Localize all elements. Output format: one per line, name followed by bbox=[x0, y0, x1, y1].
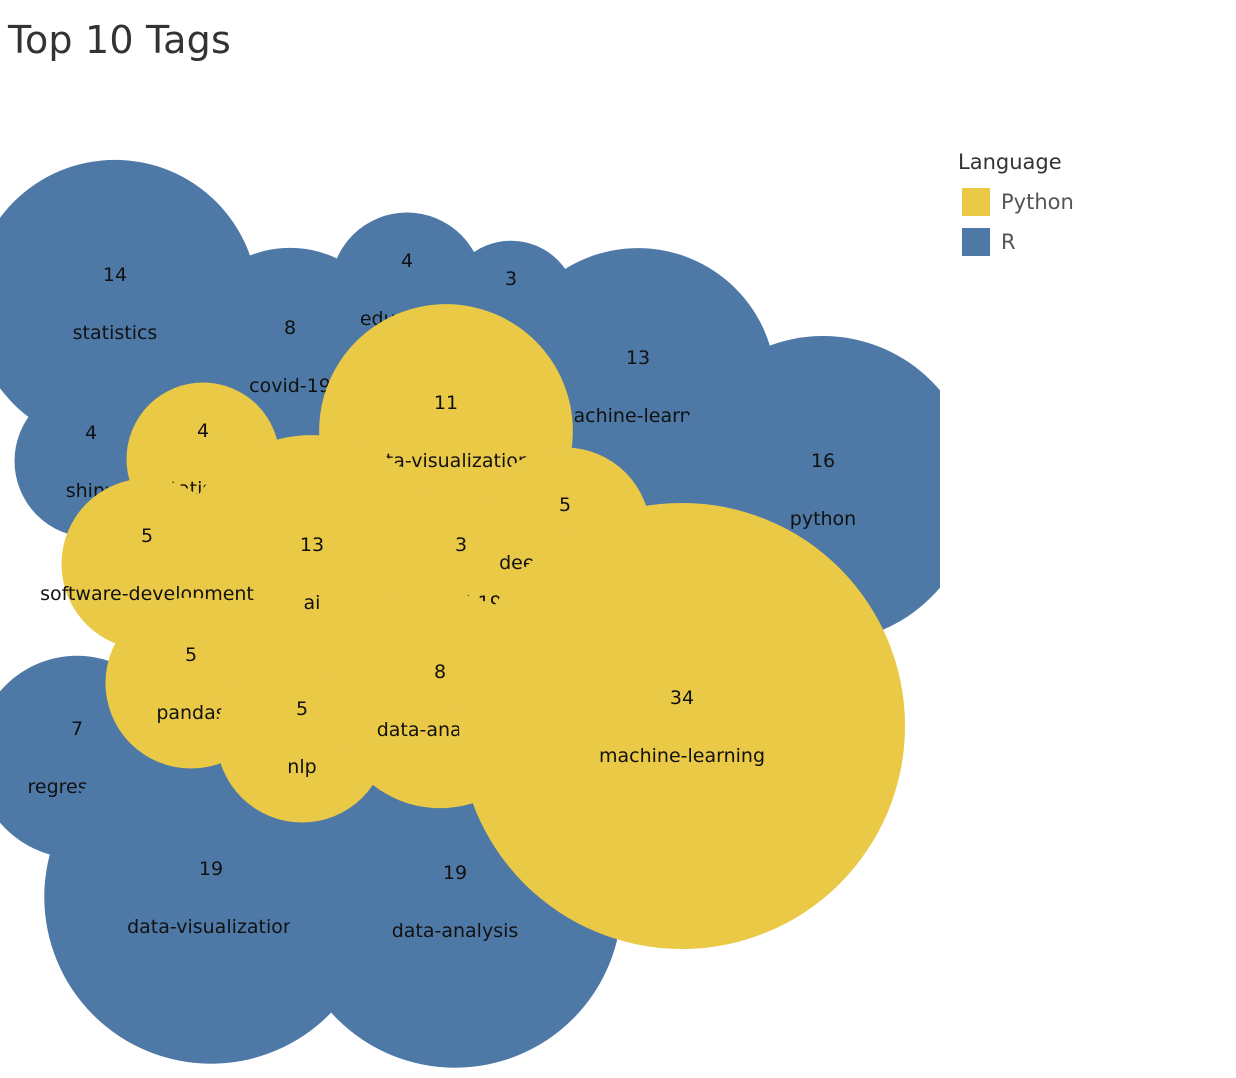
bubble-value-label: 3 bbox=[505, 268, 517, 290]
bubble-python-machine-learning[interactable]: 34 machine-learning bbox=[458, 502, 906, 950]
bubble-value-label: 4 bbox=[197, 420, 209, 442]
bubble-tag-label: covid-19 bbox=[249, 375, 331, 397]
bubble-tag-label: pandas bbox=[156, 702, 225, 724]
bubble-value-label: 19 bbox=[199, 858, 223, 880]
bubble-value-label: 11 bbox=[434, 392, 458, 414]
legend-swatch-python bbox=[962, 188, 990, 216]
bubble-value-label: 4 bbox=[401, 250, 413, 272]
bubble-value-label: 5 bbox=[141, 525, 153, 547]
bubble-value-label: 13 bbox=[626, 347, 650, 369]
bubble-tag-label: nlp bbox=[287, 756, 316, 778]
bubble-value-label: 4 bbox=[85, 422, 97, 444]
bubble-value-label: 8 bbox=[284, 317, 296, 339]
bubble-tag-label: machine-learning bbox=[599, 745, 765, 767]
bubble-value-label: 5 bbox=[185, 644, 197, 666]
bubble-tag-label: ai bbox=[304, 592, 321, 614]
legend-label-python: Python bbox=[1001, 190, 1074, 214]
bubble-tag-label: data-visualization bbox=[127, 916, 295, 938]
bubble-value-label: 7 bbox=[71, 718, 83, 740]
bubble-value-label: 5 bbox=[559, 494, 571, 516]
bubble-value-label: 16 bbox=[811, 450, 835, 472]
bubble-tag-label: machine-learning bbox=[555, 405, 721, 427]
legend-swatch-r bbox=[962, 228, 990, 256]
bubble-value-label: 19 bbox=[443, 862, 467, 884]
legend-item-r[interactable]: R bbox=[958, 222, 1074, 262]
bubble-tag-label: data-visualization bbox=[362, 450, 530, 472]
legend-label-r: R bbox=[1001, 230, 1016, 254]
bubble-tag-label: data-analysis bbox=[392, 920, 519, 942]
bubble-value-label: 13 bbox=[300, 534, 324, 556]
bubble-value-label: 8 bbox=[434, 661, 446, 683]
chart-title: Top 10 Tags bbox=[8, 18, 231, 62]
bubble-value-label: 3 bbox=[455, 534, 467, 556]
legend-title: Language bbox=[958, 150, 1062, 174]
bubble-value-label: 5 bbox=[296, 698, 308, 720]
legend-item-python[interactable]: Python bbox=[958, 182, 1074, 222]
bubble-circle[interactable] bbox=[458, 502, 906, 950]
bubble-value-label: 14 bbox=[103, 264, 127, 286]
bubble-tag-label: software-development bbox=[40, 583, 254, 605]
bubble-tag-label: python bbox=[790, 508, 856, 530]
bubble-tag-label: statistics bbox=[73, 322, 158, 344]
legend: Language Python R bbox=[958, 150, 1074, 262]
bubble-chart: 14statistics8covid-194education3ggplot21… bbox=[0, 159, 940, 1068]
bubble-value-label: 34 bbox=[670, 687, 694, 709]
